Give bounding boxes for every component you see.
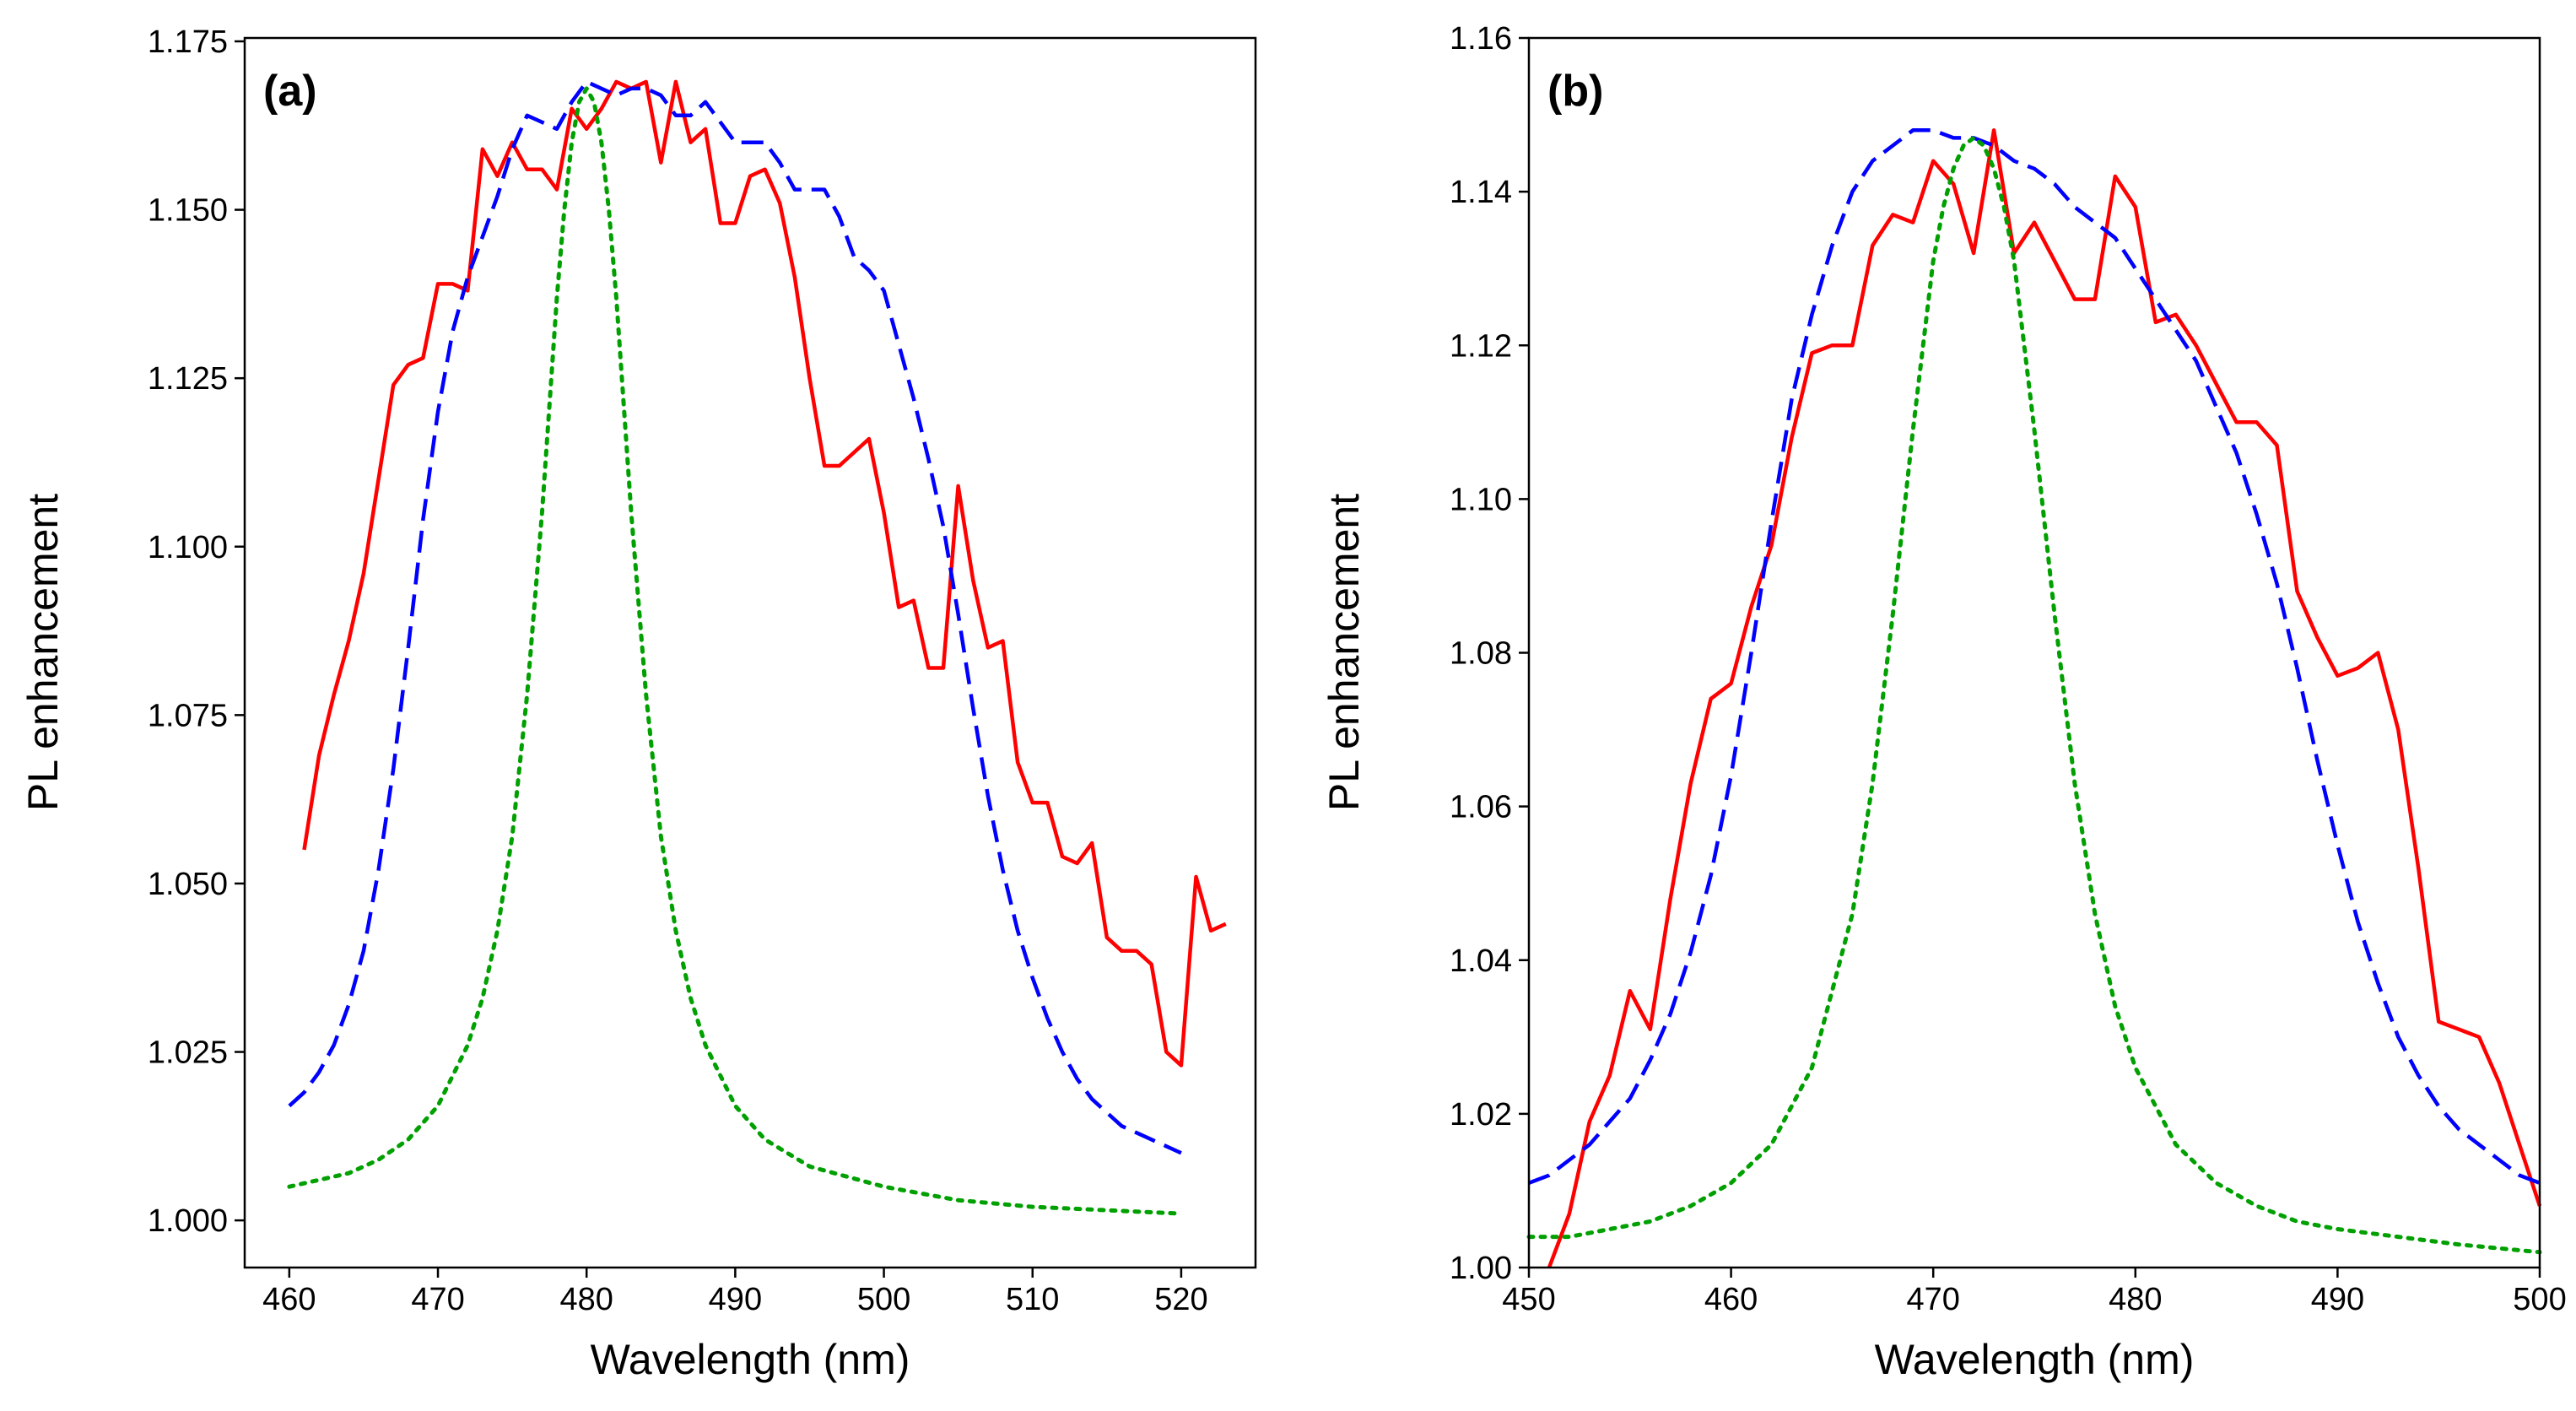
x-tick-label: 480 <box>2109 1282 2162 1317</box>
y-tick-label: 1.04 <box>1450 943 1512 979</box>
x-tick-label: 500 <box>857 1282 910 1317</box>
y-tick-label: 1.050 <box>148 867 228 902</box>
y-tick-label: 1.075 <box>148 698 228 733</box>
y-axis-label: PL enhancement <box>19 494 67 811</box>
y-tick-label: 1.100 <box>148 530 228 565</box>
x-axis-label: Wavelength (nm) <box>591 1336 910 1383</box>
x-tick-label: 460 <box>262 1282 316 1317</box>
y-tick-label: 1.125 <box>148 361 228 397</box>
x-tick-label: 450 <box>1502 1282 1555 1317</box>
y-tick-label: 1.12 <box>1450 328 1512 364</box>
plot-frame <box>243 36 1257 1269</box>
y-tick-label: 1.06 <box>1450 790 1512 825</box>
panel-b: 450 460 470 480 490 500 1.00 1.02 1.04 1.06 1.08 1.… <box>1320 21 2567 1383</box>
y-tick-label: 1.025 <box>148 1035 228 1071</box>
y-tick-label: 1.00 <box>1450 1251 1512 1286</box>
x-tick-label: 520 <box>1154 1282 1207 1317</box>
y-tick-label: 1.14 <box>1450 175 1512 210</box>
series-line-model-narrow <box>1526 135 2542 1255</box>
x-tick-label: 490 <box>709 1282 762 1317</box>
panel-label: (a) <box>263 67 317 116</box>
x-axis-label: Wavelength (nm) <box>1875 1336 2195 1383</box>
y-tick-label: 1.175 <box>148 24 228 60</box>
x-tick-label: 480 <box>560 1282 613 1317</box>
series-line-model-broad <box>288 79 1182 1155</box>
panel-a: 460 470 480 490 500 510 520 1.000 1.025 1.050 1.07… <box>19 24 1257 1383</box>
y-tick-label: 1.02 <box>1450 1097 1512 1133</box>
y-tick-label: 1.08 <box>1450 636 1512 672</box>
x-tick-label: 460 <box>1704 1282 1758 1317</box>
series-line-model-broad <box>1528 128 2541 1185</box>
panel-label: (b) <box>1547 67 1603 116</box>
y-axis-label: PL enhancement <box>1320 494 1368 811</box>
y-tick-label: 1.000 <box>148 1203 228 1239</box>
y-tick-label: 1.10 <box>1450 482 1512 517</box>
series-line-model-narrow <box>287 86 1184 1216</box>
y-tick-label: 1.16 <box>1450 21 1512 57</box>
x-tick-label: 510 <box>1006 1282 1059 1317</box>
x-tick-label: 470 <box>411 1282 464 1317</box>
y-tick-label: 1.150 <box>148 193 228 229</box>
x-tick-label: 490 <box>2311 1282 2364 1317</box>
x-tick-label: 500 <box>2513 1282 2566 1317</box>
x-tick-label: 470 <box>1906 1282 1959 1317</box>
series-line-measured <box>302 79 1227 1068</box>
series-line-measured <box>1547 128 2542 1268</box>
